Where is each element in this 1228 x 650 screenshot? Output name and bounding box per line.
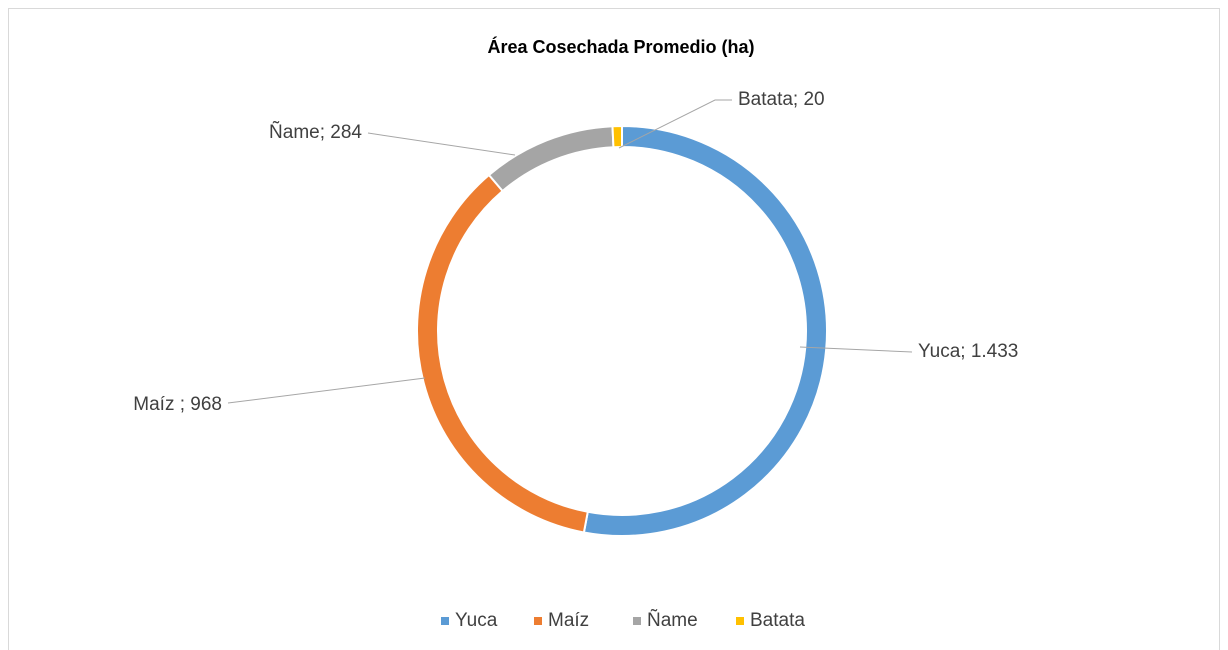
chart-title: Área Cosechada Promedio (ha) xyxy=(487,36,754,57)
legend-label: Yuca xyxy=(455,610,498,631)
legend-label: Maíz xyxy=(548,610,589,631)
chart-frame xyxy=(8,8,1220,650)
legend-swatch xyxy=(441,617,449,625)
legend-label: Ñame xyxy=(647,609,698,631)
leader-line xyxy=(618,99,732,149)
legend-swatch xyxy=(736,617,744,625)
legend-label: Batata xyxy=(750,610,805,631)
leader-line xyxy=(227,377,426,404)
legend-swatch xyxy=(534,617,542,625)
leader-line xyxy=(367,132,516,156)
data-label: Maíz ; 968 xyxy=(133,394,222,415)
donut-segment xyxy=(611,124,623,149)
legend-swatch xyxy=(633,617,641,625)
data-label: Ñame; 284 xyxy=(269,121,362,143)
data-label: Yuca; 1.433 xyxy=(918,341,1018,362)
data-label: Batata; 20 xyxy=(738,89,825,110)
leader-line xyxy=(799,346,913,353)
